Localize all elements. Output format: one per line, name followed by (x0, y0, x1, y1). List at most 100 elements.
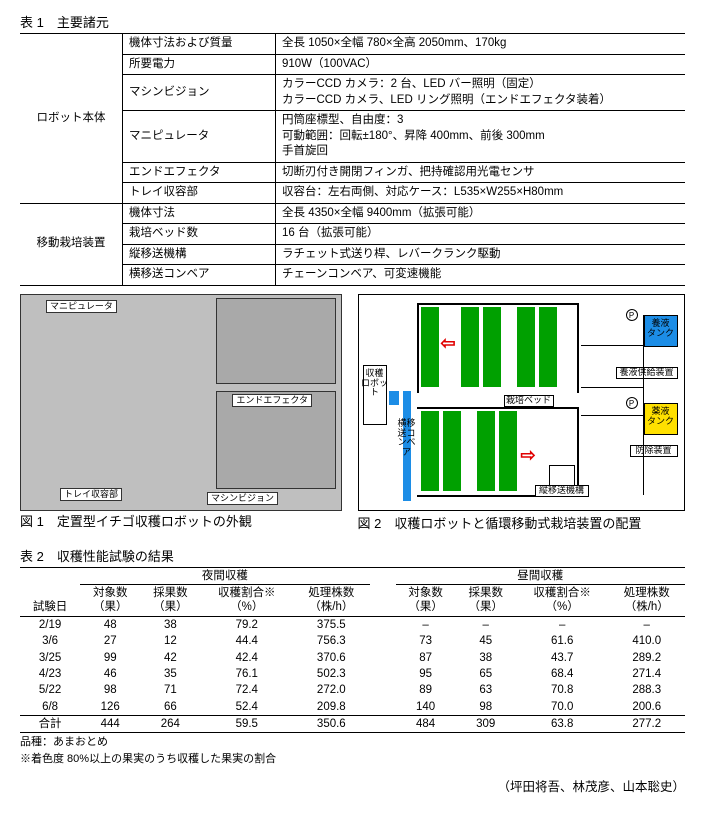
t2-h-day: 昼間収穫 (396, 567, 685, 584)
table2-cell: 370.6 (293, 650, 369, 666)
t2-h-throughput: 処理株数（株/h） (609, 585, 686, 617)
table2-cell: – (516, 616, 609, 633)
table2-cell (370, 682, 396, 698)
table2-cell: 277.2 (609, 716, 686, 733)
table1-item: エンドエフェクタ (123, 162, 276, 183)
table2-cell: 合計 (20, 716, 80, 733)
table2-cell: 3/6 (20, 633, 80, 649)
table1-value: カラーCCD カメラ：2 台、LED バー照明（固定）カラーCCD カメラ、LE… (276, 75, 686, 111)
table2: 試験日 夜間収穫 昼間収穫 対象数（果） 採果数（果） 収穫割合※（%） 処理株… (20, 567, 685, 734)
table2-cell: 756.3 (293, 633, 369, 649)
fig1-label-effector: エンドエフェクタ (232, 394, 312, 407)
table2-cell: 87 (396, 650, 456, 666)
table2-cell: 4/23 (20, 666, 80, 682)
table2-cell: 38 (456, 650, 516, 666)
table2-cell: 410.0 (609, 633, 686, 649)
t2-h-targets: 対象数（果） (80, 585, 140, 617)
table2-cell (370, 616, 396, 633)
fig2-pump-icon: P (626, 309, 638, 321)
table2-cell: 288.3 (609, 682, 686, 698)
table2-cell: 59.5 (200, 716, 293, 733)
fig1-label-manipulator: マニピュレータ (46, 300, 117, 313)
table2-cell: 140 (396, 699, 456, 716)
table2-cell: 68.4 (516, 666, 609, 682)
table2-cell: – (609, 616, 686, 633)
table2-cell: 271.4 (609, 666, 686, 682)
table2-cell: 264 (140, 716, 200, 733)
table2-cell: 42.4 (200, 650, 293, 666)
table2-cell (370, 666, 396, 682)
table2-cell: 484 (396, 716, 456, 733)
table1-item: 横移送コンベア (123, 265, 276, 286)
table1-value: ラチェット式送り桿、レバークランク駆動 (276, 244, 686, 265)
fig1-photo: マニピュレータ トレイ収容部 マシンビジョン エンドエフェクタ (20, 294, 340, 509)
table2-cell: 71 (140, 682, 200, 698)
table2-cell: 48 (80, 616, 140, 633)
table2-cell: 79.2 (200, 616, 293, 633)
table2-cell: 65 (456, 666, 516, 682)
t2-h-throughput: 処理株数（株/h） (293, 585, 369, 617)
table2-cell: 46 (80, 666, 140, 682)
table1-item: 栽培ベッド数 (123, 224, 276, 245)
fig2-label-robot: 収穫ロボット (361, 369, 389, 399)
table2-cell: – (456, 616, 516, 633)
table2-cell: 200.6 (609, 699, 686, 716)
authors: （坪田将吾、林茂彦、山本聡史） (20, 776, 685, 795)
table2-cell: 6/8 (20, 699, 80, 716)
t2-h-date: 試験日 (24, 600, 76, 614)
table1-value: 収容台：左右両側、対応ケース：L535×W255×H80mm (276, 183, 686, 204)
table1: ロボット本体機体寸法および質量全長 1050×全幅 780×全高 2050mm、… (20, 33, 685, 286)
fig2-label-sprayer: 防除装置 (630, 445, 678, 457)
fig1-caption: 図 1 定置型イチゴ収穫ロボットの外観 (20, 511, 348, 530)
table2-footnote1: 品種：あまおとめ (20, 735, 685, 749)
fig2-caption: 図 2 収穫ロボットと循環移動式栽培装置の配置 (358, 513, 686, 532)
table2-title: 表 2 収穫性能試験の結果 (20, 546, 685, 565)
table2-cell: 126 (80, 699, 140, 716)
table1-value: チェーンコンベア、可変速機能 (276, 265, 686, 286)
table2-footnote2: ※着色度 80%以上の果実のうち収穫した果実の割合 (20, 752, 685, 766)
table1-value: 910W（100VAC） (276, 54, 686, 75)
table2-cell: 95 (396, 666, 456, 682)
table1-item: マシンビジョン (123, 75, 276, 111)
table2-cell: 444 (80, 716, 140, 733)
table2-cell: 350.6 (293, 716, 369, 733)
table2-cell: 375.5 (293, 616, 369, 633)
table2-cell: 5/22 (20, 682, 80, 698)
table1-value: 全長 4350×全幅 9400mm（拡張可能） (276, 203, 686, 224)
fig2-bed (421, 307, 439, 387)
table1-item: 機体寸法 (123, 203, 276, 224)
table2-cell: – (396, 616, 456, 633)
table2-cell: 70.0 (516, 699, 609, 716)
fig1: マニピュレータ トレイ収容部 マシンビジョン エンドエフェクタ 図 1 定置型イ… (20, 294, 348, 530)
table2-cell: 502.3 (293, 666, 369, 682)
table2-cell (370, 650, 396, 666)
table2-cell: 3/25 (20, 650, 80, 666)
table1-item: マニピュレータ (123, 111, 276, 163)
t2-h-targets: 対象数（果） (396, 585, 456, 617)
table2-cell: 63 (456, 682, 516, 698)
table2-cell: 44.4 (200, 633, 293, 649)
table1-item: トレイ収容部 (123, 183, 276, 204)
fig2-robot-base (389, 391, 399, 405)
table2-cell: 309 (456, 716, 516, 733)
fig2-arrow-right-icon: ⇨ (521, 445, 536, 466)
fig2-label-vmech: 縦移送機構 (535, 485, 589, 497)
fig2-label-bed: 栽培ベッド (504, 395, 554, 407)
t2-h-night: 夜間収穫 (80, 567, 369, 584)
table2-cell: 63.8 (516, 716, 609, 733)
t2-h-ratio: 収穫割合※（%） (516, 585, 609, 617)
table2-cell: 35 (140, 666, 200, 682)
table2-cell: 52.4 (200, 699, 293, 716)
fig2-label-hconv: 横移送コンベア (397, 419, 417, 459)
table2-cell: 209.8 (293, 699, 369, 716)
fig2-pump-icon: P (626, 397, 638, 409)
table1-value: 16 台（拡張可能） (276, 224, 686, 245)
table1-value: 円筒座標型、自由度：3可動範囲：回転±180°、昇降 400mm、前後 300m… (276, 111, 686, 163)
table2-cell: 272.0 (293, 682, 369, 698)
fig1-label-vision: マシンビジョン (207, 492, 278, 505)
table2-cell: 73 (396, 633, 456, 649)
table1-title: 表 1 主要諸元 (20, 12, 685, 31)
table1-item: 機体寸法および質量 (123, 34, 276, 55)
t2-h-picked: 採果数（果） (456, 585, 516, 617)
table2-cell (370, 716, 396, 733)
